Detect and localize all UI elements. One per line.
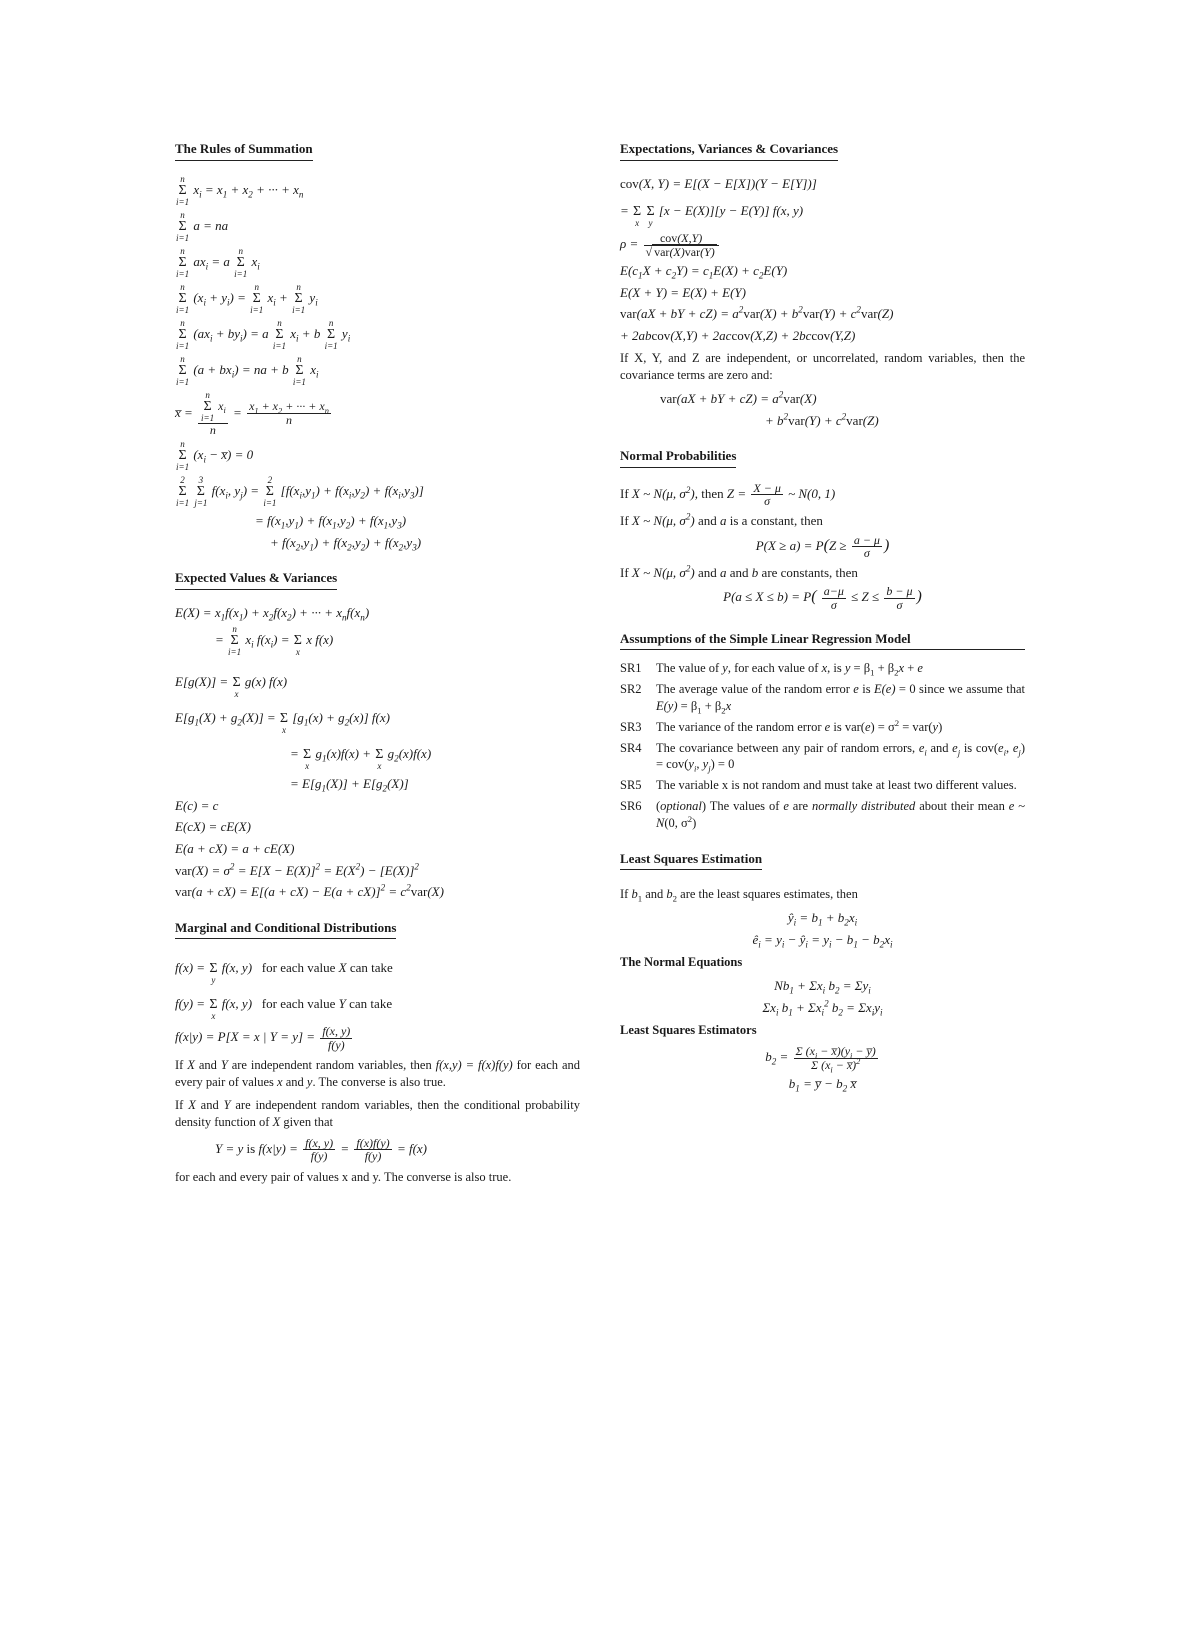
formula: E[g(X)] = Σx g(x) f(x) [175, 667, 580, 699]
list-item: SR4 The covariance between any pair of r… [620, 740, 1025, 774]
formula: b2 = Σ (xi − x̅)(yi − y̅) Σ (xi − x̅)2 [620, 1045, 1025, 1071]
formula: var(a + cX) = E[(a + cX) − E(a + cX)]2 =… [175, 883, 580, 901]
formula: + b2var(Y) + c2var(Z) [620, 412, 1025, 430]
expectations-var-cov: Expectations, Variances & Covariances co… [620, 140, 1025, 429]
formula: f(x) = Σy f(x, y) for each value X can t… [175, 953, 580, 985]
formula: = Σx Σy [x − E(X)][y − E(Y)] f(x, y) [620, 196, 1025, 228]
item-tag: SR3 [620, 719, 656, 736]
rules-of-summation: The Rules of Summation nΣi=1 xi = x1 + x… [175, 140, 580, 551]
formula: x̅ = nΣi=1 xin = x1 + x2 + ··· + xnn [175, 391, 580, 437]
formula: nΣi=1 a = na [175, 211, 580, 243]
item-tag: SR1 [620, 660, 656, 677]
formula: P(X ≥ a) = P(Z ≥ a − μσ) [620, 534, 1025, 560]
formula: If X ~ N(μ, σ2), then Z = X − μσ ~ N(0, … [620, 482, 1025, 508]
formula: = f(x1,y1) + f(x1,y2) + f(x1,y3) [175, 512, 580, 530]
assumption-list: SR1 The value of y, for each value of x,… [620, 660, 1025, 832]
list-item: SR6 (optional) The values of e are norma… [620, 798, 1025, 832]
item-text: The variance of the random error e is va… [656, 719, 1025, 736]
formula: If X ~ N(μ, σ2) and a is a constant, the… [620, 512, 1025, 530]
section-title: Normal Probabilities [620, 447, 736, 468]
slr-assumptions: Assumptions of the Simple Linear Regress… [620, 630, 1025, 832]
formula: E(a + cX) = a + cE(X) [175, 840, 580, 858]
section-title: The Rules of Summation [175, 140, 313, 161]
paragraph: for each and every pair of values x and … [175, 1169, 580, 1186]
formula: f(x|y) = P[X = x | Y = y] = f(x, y)f(y) [175, 1025, 580, 1051]
formula: b1 = y̅ − b2 x̅ [620, 1075, 1025, 1093]
two-column-layout: The Rules of Summation nΣi=1 xi = x1 + x… [175, 140, 1025, 1204]
formula: E(X) = x1f(x1) + x2f(x2) + ··· + xnf(xn) [175, 604, 580, 622]
marginal-conditional: Marginal and Conditional Distributions f… [175, 919, 580, 1186]
formula: = E[g1(X)] + E[g2(X)] [175, 775, 580, 793]
formula: f(y) = Σx f(x, y) for each value Y can t… [175, 989, 580, 1021]
formula: + 2abcov(X,Y) + 2accov(X,Z) + 2bccov(Y,Z… [620, 327, 1025, 345]
list-item: SR3 The variance of the random error e i… [620, 719, 1025, 736]
formula: ρ = cov(X,Y) √var(X)var(Y) [620, 232, 1025, 258]
formula: nΣi=1 (xi − x̅) = 0 [175, 440, 580, 472]
item-text: The average value of the random error e … [656, 681, 1025, 715]
formula: êi = yi − ŷi = yi − b1 − b2xi [620, 931, 1025, 949]
formula: nΣi=1 (xi + yi) = nΣi=1 xi + nΣi=1 yi [175, 283, 580, 315]
item-tag: SR5 [620, 777, 656, 794]
page: The Rules of Summation nΣi=1 xi = x1 + x… [0, 0, 1200, 1648]
item-text: (optional) The values of e are normally … [656, 798, 1025, 832]
formula: nΣi=1 xi = x1 + x2 + ··· + xn [175, 175, 580, 207]
paragraph: If X and Y are independent random variab… [175, 1097, 580, 1131]
formula: nΣi=1 axi = a nΣi=1 xi [175, 247, 580, 279]
list-item: SR2 The average value of the random erro… [620, 681, 1025, 715]
section-title: Marginal and Conditional Distributions [175, 919, 396, 940]
right-column: Expectations, Variances & Covariances co… [620, 140, 1025, 1204]
formula: nΣi=1 (axi + byi) = a nΣi=1 xi + b nΣi=1… [175, 319, 580, 351]
left-column: The Rules of Summation nΣi=1 xi = x1 + x… [175, 140, 580, 1204]
formula: 2Σi=1 3Σj=1 f(xi, yj) = 2Σi=1 [f(xi,y1) … [175, 476, 580, 508]
formula: = nΣi=1 xi f(xi) = Σx x f(x) [175, 625, 580, 657]
formula: E(cX) = cE(X) [175, 818, 580, 836]
formula: E(X + Y) = E(X) + E(Y) [620, 284, 1025, 302]
section-title: Expectations, Variances & Covariances [620, 140, 838, 161]
paragraph: If X and Y are independent random variab… [175, 1057, 580, 1091]
normal-probabilities: Normal Probabilities If X ~ N(μ, σ2), th… [620, 447, 1025, 611]
formula: + f(x2,y1) + f(x2,y2) + f(x2,y3) [175, 534, 580, 552]
formula: Nb1 + Σxi b2 = Σyi [620, 977, 1025, 995]
item-text: The variable x is not random and must ta… [656, 777, 1025, 794]
formula: nΣi=1 (a + bxi) = na + b nΣi=1 xi [175, 355, 580, 387]
item-tag: SR2 [620, 681, 656, 715]
formula: var(aX + bY + cZ) = a2var(X) [620, 390, 1025, 408]
item-text: The covariance between any pair of rando… [656, 740, 1025, 774]
least-squares: Least Squares Estimation If b1 and b2 ar… [620, 850, 1025, 1093]
paragraph: If b1 and b2 are the least squares estim… [620, 886, 1025, 903]
formula: = Σx g1(x)f(x) + Σx g2(x)f(x) [175, 739, 580, 771]
formula: Σxi b1 + Σxi2 b2 = Σxiyi [620, 999, 1025, 1017]
formula: ŷi = b1 + b2xi [620, 909, 1025, 927]
formula: var(aX + bY + cZ) = a2var(X) + b2var(Y) … [620, 305, 1025, 323]
formula: P(a ≤ X ≤ b) = P( a−μσ ≤ Z ≤ b − μσ) [620, 585, 1025, 611]
section-title: Expected Values & Variances [175, 569, 337, 590]
expected-values-variances: Expected Values & Variances E(X) = x1f(x… [175, 569, 580, 900]
list-item: SR5 The variable x is not random and mus… [620, 777, 1025, 794]
item-tag: SR6 [620, 798, 656, 832]
section-title: Least Squares Estimation [620, 850, 762, 871]
item-text: The value of y, for each value of x, is … [656, 660, 1025, 677]
formula: E(c) = c [175, 797, 580, 815]
formula: var(X) = σ2 = E[X − E(X)]2 = E(X2) − [E(… [175, 862, 580, 880]
section-title: Assumptions of the Simple Linear Regress… [620, 630, 1025, 651]
formula: E(c1X + c2Y) = c1E(X) + c2E(Y) [620, 262, 1025, 280]
formula: Y = y is f(x|y) = f(x, y)f(y) = f(x)f(y)… [175, 1137, 580, 1163]
formula: cov(X, Y) = E[(X − E[X])(Y − E[Y])] [620, 175, 1025, 193]
subheading: The Normal Equations [620, 954, 1025, 971]
paragraph: If X, Y, and Z are independent, or uncor… [620, 350, 1025, 384]
formula: E[g1(X) + g2(X)] = Σx [g1(x) + g2(x)] f(… [175, 703, 580, 735]
item-tag: SR4 [620, 740, 656, 774]
subheading: Least Squares Estimators [620, 1022, 1025, 1039]
formula: If X ~ N(μ, σ2) and a and b are constant… [620, 564, 1025, 582]
list-item: SR1 The value of y, for each value of x,… [620, 660, 1025, 677]
